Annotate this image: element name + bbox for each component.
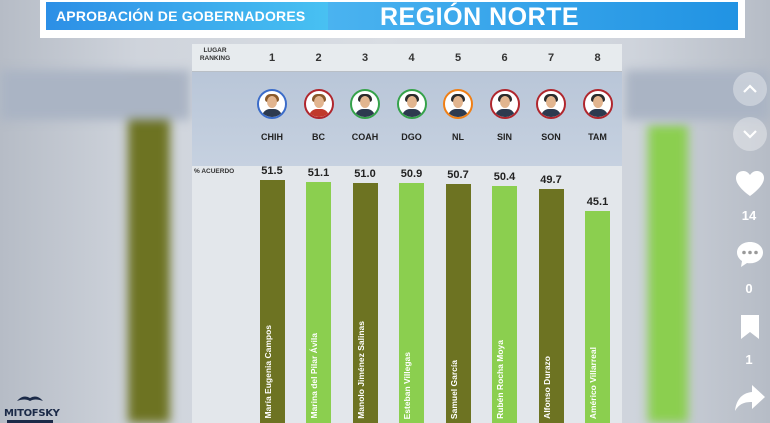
bar-value-label: 50.4: [493, 170, 516, 183]
governor-name: Américo Villarreal: [588, 346, 598, 419]
chart-bar: Marina del Pilar Ávila: [306, 182, 331, 423]
governor-avatar: [350, 89, 380, 119]
governor-avatar: [396, 89, 427, 119]
bar-value-label: 49.7: [540, 173, 562, 186]
governor-name: María Eugenia Campos: [262, 325, 273, 419]
acuerdo-label: % ACUERDO: [194, 168, 235, 175]
rank-number: 3: [361, 52, 369, 64]
comment-icon: [737, 242, 763, 267]
state-label: BC: [312, 132, 325, 142]
bookmark-icon: [741, 315, 759, 339]
scroll-up-button[interactable]: [733, 72, 767, 106]
blurred-background-bar-right: [648, 125, 688, 423]
chart-bar: Samuel García: [445, 184, 471, 423]
logo-underline: [7, 420, 53, 423]
state-label: CHIH: [261, 132, 283, 142]
header-subtitle: APROBACIÓN DE GOBERNADORES: [56, 8, 306, 24]
chart-bar: Esteban Villegas: [399, 183, 424, 423]
state-label: DGO: [401, 132, 422, 142]
rank-number: 2: [315, 52, 322, 64]
blurred-background-band-right: [625, 70, 770, 120]
header-banner: APROBACIÓN DE GOBERNADORES REGIÓN NORTE: [40, 0, 745, 38]
share-arrow-icon: [735, 385, 765, 411]
governor-avatar: [536, 89, 566, 119]
blurred-background-bar-left: [128, 82, 170, 423]
state-label: NL: [452, 132, 464, 142]
like-button[interactable]: [734, 170, 766, 203]
chart-bar: Manolo Jiménez Salinas: [352, 182, 378, 423]
header-subtitle-box: APROBACIÓN DE GOBERNADORES: [46, 2, 328, 30]
ranking-row: [192, 44, 622, 72]
bar-value-label: 50.9: [400, 168, 423, 181]
state-label: SON: [541, 132, 561, 142]
rank-number: 1: [268, 52, 276, 64]
chart-bar: Alfonso Durazo: [538, 188, 564, 423]
governor-avatar: [257, 89, 287, 119]
bar-value-label: 51.5: [261, 165, 283, 178]
governor-name: Alfonso Durazo: [541, 356, 552, 419]
bar-value-label: 50.7: [447, 169, 469, 182]
bar-value-label: 51.1: [307, 167, 330, 180]
governor-avatar: [489, 89, 520, 119]
state-label: COAH: [351, 132, 379, 142]
governor-name: Rubén Rocha Moya: [495, 340, 505, 419]
logo-text: MITOFSKY: [4, 408, 60, 419]
ranking-label: LUGAR RANKING: [199, 47, 231, 62]
rank-number: 5: [454, 52, 462, 64]
likes-count: 14: [741, 208, 757, 223]
chart-bar: Rubén Rocha Moya: [492, 185, 517, 423]
save-button[interactable]: [734, 313, 766, 346]
governor-avatar: [582, 89, 613, 119]
chevron-down-icon: [743, 130, 757, 139]
scroll-down-button[interactable]: [733, 117, 767, 151]
rank-number: 7: [547, 52, 555, 64]
rank-number: 4: [408, 52, 415, 64]
governor-name: Marina del Pilar Ávila: [309, 333, 319, 419]
comment-button[interactable]: [734, 240, 766, 273]
heart-icon: [736, 171, 764, 196]
bar-value-label: 51.0: [354, 167, 376, 180]
chevron-up-icon: [743, 84, 757, 93]
governors-row: [192, 72, 622, 166]
governor-name: Esteban Villegas: [402, 351, 412, 419]
share-button[interactable]: [734, 383, 766, 418]
saves-count: 1: [745, 352, 753, 367]
chart-bar: María Eugenia Campos: [259, 180, 285, 423]
governor-name: Samuel García: [448, 359, 459, 419]
state-label: SIN: [496, 132, 512, 142]
header-title: REGIÓN NORTE: [380, 3, 580, 31]
governor-avatar: [443, 89, 473, 119]
bar-value-label: 45.1: [586, 195, 609, 208]
governor-name: Manolo Jiménez Salinas: [355, 321, 366, 419]
chart-panel: LUGAR RANKING % ACUERDO 1 CHIH María Eugen…: [192, 44, 622, 423]
eagle-logo-icon: [17, 396, 43, 401]
rank-number: 8: [594, 52, 601, 64]
governor-avatar: [303, 89, 334, 119]
state-label: TAM: [588, 132, 607, 142]
blurred-background-band-left: [0, 70, 190, 120]
comments-count: 0: [745, 281, 753, 296]
header-title-box: REGIÓN NORTE: [328, 2, 738, 31]
chart-bar: Américo Villarreal: [585, 210, 610, 423]
mitofsky-logo: MITOFSKY: [4, 390, 60, 423]
rank-number: 6: [501, 52, 508, 64]
